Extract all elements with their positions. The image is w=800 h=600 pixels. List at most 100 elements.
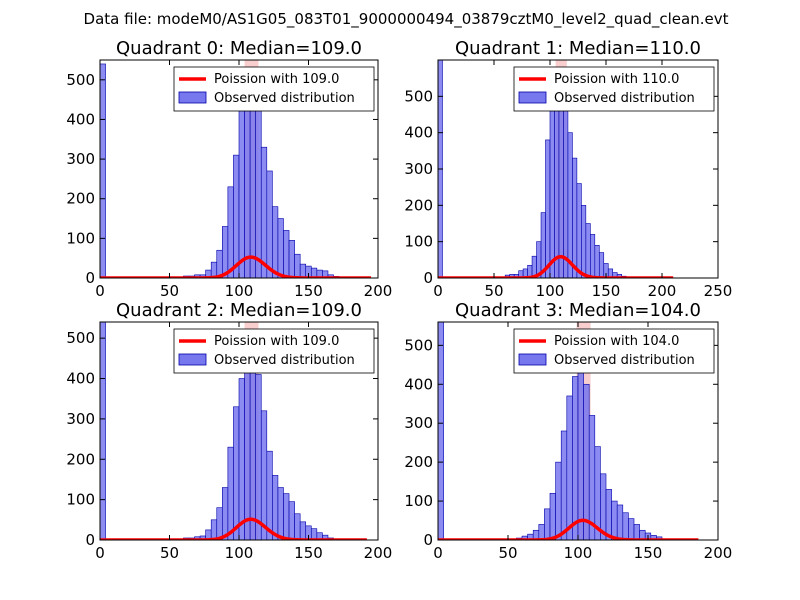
histogram-bar <box>266 450 273 540</box>
histogram-bar <box>633 524 640 540</box>
x-tick-label: 250 <box>704 282 733 300</box>
histogram-bar <box>288 501 295 540</box>
poisson-curve <box>100 517 367 540</box>
histogram-bar <box>572 157 578 278</box>
histogram-bar <box>216 507 223 540</box>
legend-box <box>513 328 715 374</box>
histogram-bar <box>238 107 245 278</box>
poisson-curve <box>438 254 674 278</box>
y-tick-label: 500 <box>404 87 433 105</box>
y-tick-label: 500 <box>404 336 433 354</box>
histogram-bar <box>100 63 106 278</box>
histogram-bar <box>560 430 568 540</box>
histogram-bar <box>605 489 612 540</box>
x-tick-label: 150 <box>294 544 323 562</box>
y-tick-label: 200 <box>404 196 433 214</box>
y-tick-label: 400 <box>66 110 95 128</box>
y-tick-label: 100 <box>404 233 433 251</box>
histogram-bar <box>545 139 551 278</box>
histogram-bar <box>283 230 290 278</box>
histogram-bar <box>566 395 573 540</box>
plot-area <box>100 322 367 540</box>
subplot-quadrant-3: 0 50 100 150 200 0 100 200 300 400 500 Quadrant 3: … <box>404 300 732 562</box>
histogram-bar <box>628 518 635 540</box>
histogram-bar <box>233 154 240 278</box>
histogram-bar <box>227 446 234 540</box>
histogram-bar <box>549 110 555 278</box>
plot-area <box>100 60 372 278</box>
x-tick-label: 200 <box>648 282 677 300</box>
histogram-bar <box>594 245 600 278</box>
histogram-bar <box>567 132 573 278</box>
legend-poisson-label: Poission with 109.0 <box>214 72 339 87</box>
subplot-title: Quadrant 2: Median=109.0 <box>116 300 362 321</box>
legend-box <box>513 66 715 112</box>
x-tick-label: 0 <box>95 544 105 562</box>
x-tick-label: 50 <box>160 282 179 300</box>
y-tick-label: 300 <box>404 414 433 432</box>
x-tick-label: 100 <box>564 544 593 562</box>
y-tick-label: 200 <box>66 450 95 468</box>
histogram-bar <box>294 253 301 278</box>
legend-observed-swatch <box>178 353 207 366</box>
x-tick-label: 200 <box>364 544 393 562</box>
poisson-curve <box>438 518 699 540</box>
plot-area <box>438 322 699 540</box>
y-tick-label: 200 <box>66 190 95 208</box>
x-tick-label: 0 <box>433 282 443 300</box>
histogram-bar <box>227 186 234 278</box>
x-tick-label: 50 <box>484 282 503 300</box>
x-tick-label: 50 <box>160 544 179 562</box>
histogram-bar <box>572 376 579 540</box>
histogram-bar <box>272 475 279 540</box>
legend: Poission with 109.0 Observed distribution <box>173 328 375 374</box>
histogram-bar <box>266 170 273 278</box>
histogram-bar <box>438 322 444 540</box>
legend-observed-label: Observed distribution <box>554 91 695 106</box>
legend-observed-label: Observed distribution <box>214 353 355 368</box>
subplot-title: Quadrant 3: Median=104.0 <box>455 300 701 321</box>
legend-poisson-label: Poission with 104.0 <box>554 334 679 349</box>
y-tick-label: 400 <box>66 370 95 388</box>
y-tick-label: 400 <box>404 124 433 142</box>
legend-observed-label: Observed distribution <box>554 353 695 368</box>
histogram-bar <box>554 92 560 278</box>
x-tick-label: 150 <box>634 544 663 562</box>
y-tick-label: 0 <box>85 269 95 287</box>
y-tick-label: 0 <box>85 531 95 549</box>
subplot-quadrant-2: 0 50 100 150 200 0 100 200 300 400 500 Quadrant 2: … <box>66 300 392 562</box>
histogram-bar <box>277 218 284 278</box>
subplot-quadrant-1: 0 50 100 150 200 250 0 100 200 300 400 500 Quadrant … <box>404 38 732 300</box>
subplot-title: Quadrant 0: Median=109.0 <box>116 38 362 59</box>
legend-observed-swatch <box>518 91 547 104</box>
histogram-bar <box>283 493 290 540</box>
y-tick-label: 500 <box>66 329 95 347</box>
histogram-bar <box>611 500 618 540</box>
histogram-bar <box>210 519 218 540</box>
y-tick-label: 100 <box>66 491 95 509</box>
histogram-bar <box>294 513 301 540</box>
histogram-bar <box>549 492 556 540</box>
histogram-bar <box>590 234 596 278</box>
legend: Poission with 104.0 Observed distribution <box>513 328 715 374</box>
histogram-bar <box>238 378 245 540</box>
x-tick-label: 0 <box>95 282 105 300</box>
histogram-bar <box>598 252 605 278</box>
histogram-bar <box>233 406 240 540</box>
y-tick-label: 0 <box>423 531 433 549</box>
histogram-bar <box>299 521 307 540</box>
legend: Poission with 109.0 Observed distribution <box>173 66 375 112</box>
histogram-bar <box>622 512 629 540</box>
histogram-bar <box>585 223 591 278</box>
legend-observed-swatch <box>178 91 207 104</box>
histogram-bar <box>563 99 569 278</box>
histogram-bar <box>577 345 584 540</box>
histogram-bar <box>260 410 268 540</box>
histogram-bar <box>100 322 106 540</box>
y-tick-label: 500 <box>66 71 95 89</box>
histogram-bar <box>583 383 590 540</box>
figure-title: Data file: modeM0/AS1G05_083T01_90000004… <box>84 10 729 29</box>
histogram-bar <box>222 226 229 278</box>
x-tick-label: 200 <box>704 544 733 562</box>
